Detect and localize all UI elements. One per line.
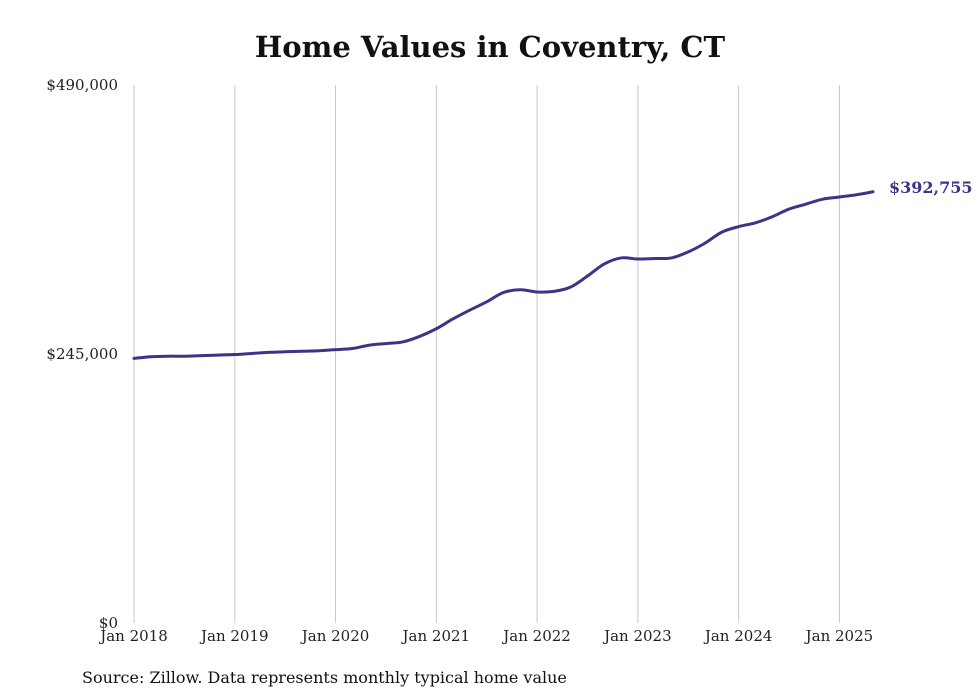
end-value-label: $392,755 — [889, 178, 973, 197]
x-tick-label: Jan 2024 — [703, 627, 773, 645]
series-layer — [132, 190, 875, 360]
y-tick-label: $0 — [99, 614, 118, 632]
source-note: Source: Zillow. Data represents monthly … — [82, 668, 567, 687]
series-line — [132, 190, 875, 360]
x-tick-label: Jan 2020 — [300, 627, 370, 645]
x-tick-label: Jan 2021 — [401, 627, 471, 645]
chart-title: Home Values in Coventry, CT — [254, 30, 726, 64]
y-axis-ticks: $0 $245,000 $490,000 — [46, 76, 118, 632]
x-tick-label: Jan 2023 — [602, 627, 672, 645]
x-tick-label: Jan 2018 — [98, 627, 168, 645]
y-tick-label: $245,000 — [46, 345, 118, 363]
x-tick-label: Jan 2025 — [804, 627, 874, 645]
data-labels: $392,755 — [889, 178, 973, 197]
x-tick-label: Jan 2019 — [199, 627, 269, 645]
y-tick-label: $490,000 — [46, 76, 118, 94]
x-tick-label: Jan 2022 — [501, 627, 571, 645]
x-axis-ticks: Jan 2018 Jan 2019 Jan 2020 Jan 2021 Jan 2022… — [98, 627, 873, 645]
